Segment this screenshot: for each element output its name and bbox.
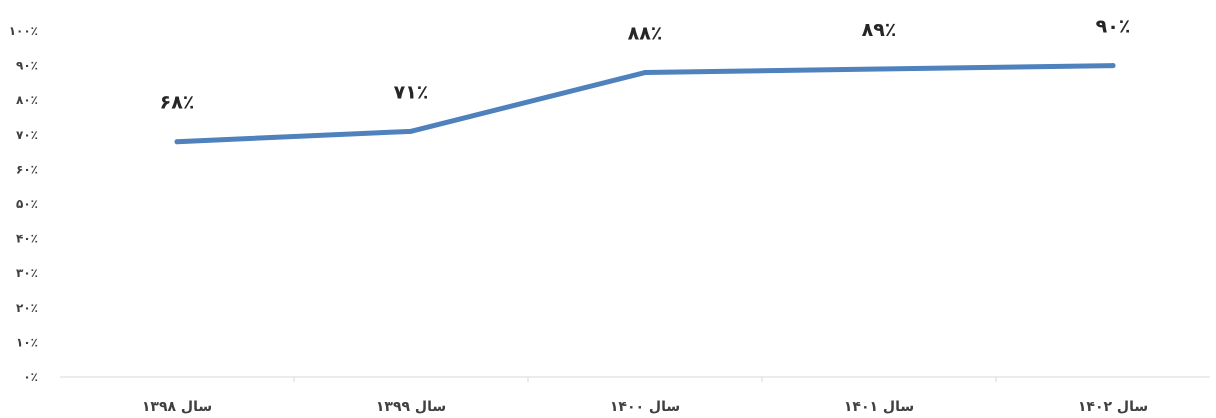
x-tick-label: سال ۱۴۰۰ — [610, 399, 680, 415]
x-tick-label: سال ۱۴۰۱ — [844, 399, 914, 415]
x-axis: سال ۱۳۹۸ سال ۱۳۹۹ سال ۱۴۰۰ سال ۱۴۰۱ سال ۱۴۰۲ — [142, 377, 1148, 415]
series-group — [174, 63, 1116, 145]
y-tick-label: ۲۰٪ — [16, 301, 38, 315]
y-tick-label: ۷۰٪ — [16, 128, 38, 142]
data-label: ۶۸٪ — [160, 92, 195, 114]
y-tick-label: ۸۰٪ — [16, 93, 38, 107]
x-tick-label: سال ۱۳۹۸ — [142, 399, 212, 415]
y-tick-label: ۱۰۰٪ — [9, 24, 38, 38]
data-label: ۸۹٪ — [862, 19, 897, 41]
y-tick-label: ۹۰٪ — [16, 59, 38, 73]
data-point — [642, 70, 648, 76]
x-tick-label: سال ۱۴۰۲ — [1078, 399, 1148, 415]
y-tick-label: ۶۰٪ — [16, 162, 38, 176]
y-tick-label: ۱۰٪ — [16, 335, 38, 349]
series-line — [174, 63, 1116, 145]
y-tick-label: ۴۰٪ — [16, 232, 38, 246]
data-point — [408, 128, 414, 134]
data-point — [876, 66, 882, 72]
x-tick-label: سال ۱۳۹۹ — [376, 399, 446, 415]
y-tick-label: ۳۰٪ — [16, 266, 38, 280]
data-point — [1110, 63, 1116, 69]
data-label: ۷۱٪ — [394, 81, 429, 103]
y-axis: ۰٪ ۱۰٪ ۲۰٪ ۳۰٪ ۴۰٪ ۵۰٪ ۶۰٪ ۷۰٪ ۸۰٪ ۹۰٪ ۱۰۰٪ — [9, 24, 38, 384]
data-label: ۸۸٪ — [628, 23, 663, 45]
y-tick-label: ۰٪ — [23, 370, 38, 384]
data-labels: ۶۸٪ ۷۱٪ ۸۸٪ ۸۹٪ ۹۰٪ — [160, 16, 1131, 114]
y-tick-label: ۵۰٪ — [16, 197, 38, 211]
data-label: ۹۰٪ — [1096, 16, 1131, 38]
data-point — [174, 139, 180, 145]
